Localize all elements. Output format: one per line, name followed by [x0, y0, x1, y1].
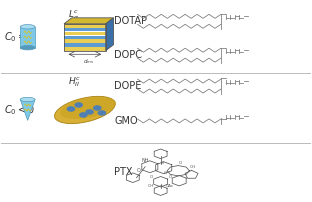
- Bar: [64, 28, 106, 32]
- Text: O: O: [179, 161, 182, 165]
- Text: OH: OH: [148, 184, 154, 188]
- Bar: [64, 39, 106, 43]
- Ellipse shape: [60, 97, 116, 119]
- Polygon shape: [106, 18, 114, 51]
- Text: DOTAP: DOTAP: [114, 16, 147, 26]
- Text: $d_{ms}$: $d_{ms}$: [83, 57, 95, 66]
- Circle shape: [93, 105, 102, 111]
- Ellipse shape: [20, 97, 35, 102]
- Bar: [64, 32, 106, 35]
- Circle shape: [85, 109, 94, 115]
- Text: NH: NH: [141, 158, 149, 163]
- Circle shape: [67, 106, 75, 112]
- Text: DOPE: DOPE: [114, 81, 142, 91]
- Text: GMO: GMO: [114, 116, 138, 126]
- Bar: [64, 43, 106, 47]
- Text: O: O: [137, 168, 141, 173]
- Text: O: O: [168, 175, 172, 179]
- Text: O: O: [164, 171, 167, 175]
- Text: OH: OH: [190, 165, 196, 169]
- Text: $H^c_{II}$: $H^c_{II}$: [68, 75, 81, 89]
- Ellipse shape: [20, 25, 35, 29]
- Text: $C_0 = 0$: $C_0 = 0$: [4, 30, 35, 44]
- Text: PTX: PTX: [114, 167, 133, 177]
- Bar: [64, 24, 106, 51]
- Ellipse shape: [20, 45, 35, 50]
- Text: $C_0 < 0$: $C_0 < 0$: [4, 103, 35, 117]
- Text: O: O: [161, 161, 164, 165]
- Bar: [64, 36, 106, 39]
- Bar: [64, 47, 106, 51]
- Bar: [20, 27, 35, 48]
- Bar: [64, 24, 106, 28]
- Polygon shape: [64, 18, 114, 24]
- Text: $L^c_{\alpha}$: $L^c_{\alpha}$: [68, 8, 79, 22]
- Circle shape: [74, 102, 83, 108]
- Ellipse shape: [55, 96, 115, 124]
- Text: DOPC: DOPC: [114, 50, 142, 60]
- Text: O: O: [150, 175, 153, 179]
- Circle shape: [98, 110, 106, 116]
- Text: OAc: OAc: [166, 184, 174, 188]
- Circle shape: [79, 112, 88, 118]
- Polygon shape: [20, 100, 35, 120]
